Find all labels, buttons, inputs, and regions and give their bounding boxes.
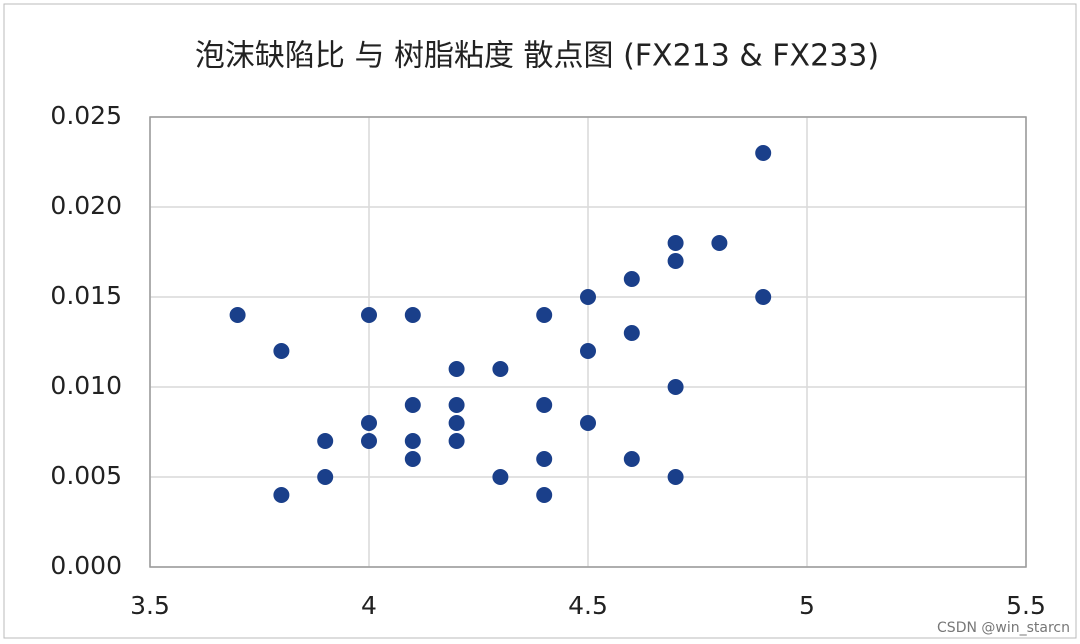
x-tick-label: 4	[361, 591, 377, 620]
chart-title: 泡沫缺陷比 与 树脂粘度 散点图 (FX213 & FX233)	[195, 39, 879, 74]
point	[755, 289, 772, 305]
point	[317, 469, 334, 485]
y-tick-label: 0.020	[50, 191, 122, 220]
point	[361, 415, 377, 431]
point	[580, 343, 596, 359]
y-tick-label: 0.015	[50, 281, 122, 310]
point	[448, 397, 465, 413]
x-tick-label: 3.5	[130, 591, 170, 620]
point	[536, 487, 553, 503]
point	[711, 235, 728, 251]
x-tick-label: 4.5	[568, 591, 608, 620]
point	[317, 433, 334, 449]
point	[536, 451, 553, 467]
watermark: CSDN @win_starcn	[937, 620, 1070, 636]
point	[404, 397, 421, 413]
point	[667, 469, 684, 485]
point	[667, 235, 684, 251]
x-tick-label: 5.5	[1006, 591, 1046, 620]
point	[361, 433, 377, 449]
point	[404, 307, 421, 323]
point	[492, 469, 509, 485]
point	[404, 451, 421, 467]
y-tick-label: 0.010	[50, 371, 122, 400]
y-tick-label: 0.005	[50, 461, 122, 490]
point	[623, 451, 640, 467]
y-tick-label: 0.025	[50, 101, 122, 130]
x-tick-label: 5	[799, 591, 815, 620]
point	[448, 433, 465, 449]
point	[667, 379, 684, 395]
point	[536, 397, 553, 413]
point	[448, 415, 465, 431]
point	[361, 307, 377, 323]
point	[623, 271, 640, 287]
point	[623, 325, 640, 341]
point	[580, 289, 596, 305]
plot-frame	[149, 116, 1027, 568]
point	[667, 253, 684, 269]
point	[536, 307, 553, 323]
point	[273, 343, 290, 359]
point	[273, 487, 290, 503]
point	[229, 307, 246, 323]
point	[404, 433, 421, 449]
point	[448, 361, 465, 377]
point	[492, 361, 509, 377]
point	[755, 145, 772, 161]
point	[580, 415, 596, 431]
y-tick-label: 0.000	[50, 551, 122, 580]
